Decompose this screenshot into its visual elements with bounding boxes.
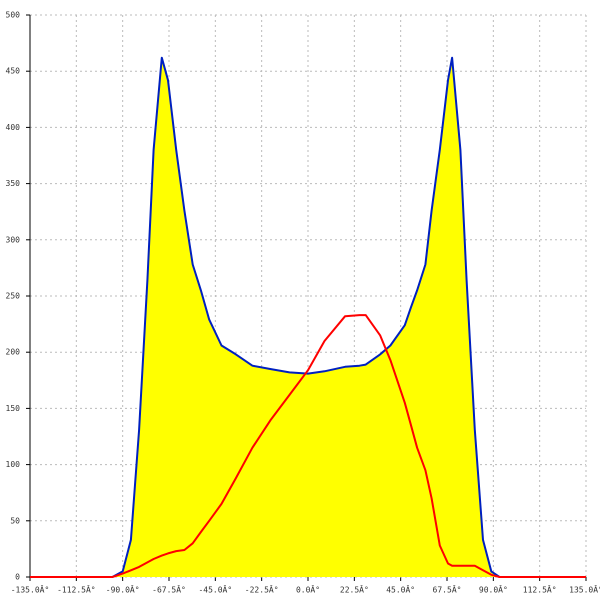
x-tick-label: 67.5Â° bbox=[433, 584, 462, 595]
y-tick-label: 300 bbox=[6, 235, 21, 244]
x-tick-label: -112.5Â° bbox=[57, 584, 96, 595]
y-tick-label: 350 bbox=[6, 179, 21, 188]
y-tick-label: 200 bbox=[6, 348, 21, 357]
series-line bbox=[30, 314, 586, 578]
series-line bbox=[30, 56, 586, 578]
y-tick-label: 500 bbox=[6, 11, 21, 20]
y-tick-label: 150 bbox=[6, 404, 21, 413]
y-tick-label: 100 bbox=[6, 460, 21, 469]
x-tick-label: -90.0Â° bbox=[106, 584, 140, 595]
x-tick-label: 135.0Â° bbox=[569, 584, 600, 595]
x-tick-label: -135.0Â° bbox=[11, 584, 50, 595]
y-tick-label: 450 bbox=[6, 67, 21, 76]
x-tick-label: -45.0Â° bbox=[198, 584, 232, 595]
x-tick-label: 22.5Â° bbox=[340, 584, 369, 595]
x-tick-label: 112.5Â° bbox=[523, 584, 557, 595]
x-tick-label: 0.0Â° bbox=[296, 584, 320, 595]
area-fill bbox=[30, 57, 586, 577]
x-tick-label: -22.5Â° bbox=[245, 584, 279, 595]
x-tick-label: 45.0Â° bbox=[386, 584, 415, 595]
y-tick-label: 50 bbox=[10, 516, 20, 525]
y-tick-label: 400 bbox=[6, 123, 21, 132]
y-tick-label: 250 bbox=[6, 292, 21, 301]
y-tick-label: 0 bbox=[15, 573, 20, 582]
x-tick-label: 90.0Â° bbox=[479, 584, 508, 595]
x-tick-label: -67.5Â° bbox=[152, 584, 186, 595]
